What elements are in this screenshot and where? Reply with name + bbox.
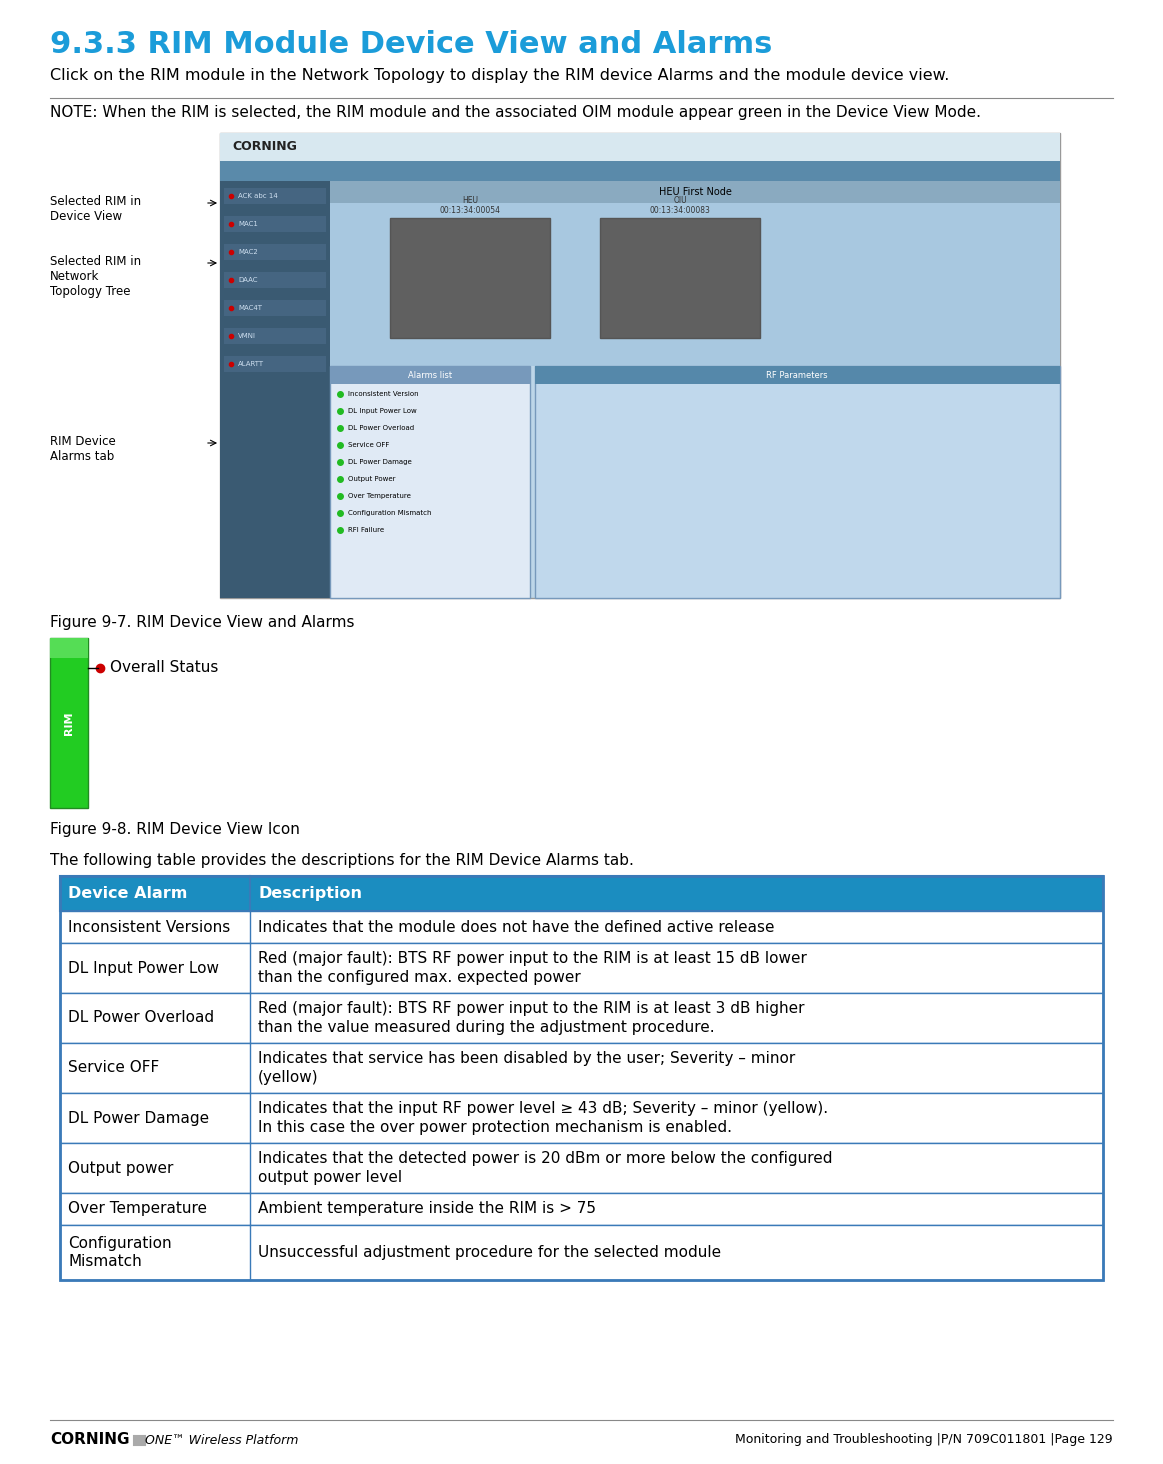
Text: HEU
00:13:34:00054: HEU 00:13:34:00054: [440, 196, 500, 215]
Bar: [224, 328, 326, 344]
Bar: [220, 133, 1059, 597]
Text: NOTE: When the RIM is selected, the RIM module and the associated OIM module app: NOTE: When the RIM is selected, the RIM …: [50, 105, 982, 120]
Text: Configuration
Mismatch: Configuration Mismatch: [67, 1236, 172, 1269]
Text: Figure 9-7. RIM Device View and Alarms: Figure 9-7. RIM Device View and Alarms: [50, 615, 355, 630]
Text: Indicates that the detected power is 20 dBm or more below the configured
output : Indicates that the detected power is 20 …: [258, 1151, 833, 1184]
Bar: [60, 911, 1103, 943]
Text: DL Power Overload: DL Power Overload: [67, 1010, 214, 1025]
Text: Click on the RIM module in the Network Topology to display the RIM device Alarms: Click on the RIM module in the Network T…: [50, 67, 949, 83]
Text: Over Temperature: Over Temperature: [348, 493, 411, 499]
Text: Indicates that the module does not have the defined active release: Indicates that the module does not have …: [258, 919, 775, 934]
Text: OIU
00:13:34:00083: OIU 00:13:34:00083: [650, 196, 711, 215]
Text: The following table provides the descriptions for the RIM Device Alarms tab.: The following table provides the descrip…: [50, 854, 634, 868]
Text: VMNI: VMNI: [238, 332, 256, 340]
Bar: [60, 993, 1103, 1042]
Text: Service OFF: Service OFF: [348, 442, 390, 448]
Text: Inconsistent Versions: Inconsistent Versions: [67, 919, 230, 934]
Bar: [330, 182, 1059, 203]
Bar: [220, 182, 330, 597]
Text: Red (major fault): BTS RF power input to the RIM is at least 15 dB lower
than th: Red (major fault): BTS RF power input to…: [258, 952, 807, 985]
Text: RIM Device
Alarms tab: RIM Device Alarms tab: [50, 435, 116, 463]
Bar: [390, 218, 550, 338]
Bar: [60, 1193, 1103, 1225]
Bar: [50, 638, 88, 808]
Bar: [60, 1042, 1103, 1094]
Text: DL Power Damage: DL Power Damage: [67, 1111, 209, 1126]
Bar: [60, 1143, 1103, 1193]
Text: DAAC: DAAC: [238, 277, 257, 283]
Text: Monitoring and Troubleshooting |P/N 709C011801 |Page 129: Monitoring and Troubleshooting |P/N 709C…: [735, 1433, 1113, 1446]
Text: Selected RIM in
Device View: Selected RIM in Device View: [50, 195, 141, 223]
Text: Service OFF: Service OFF: [67, 1060, 159, 1076]
Text: Output power: Output power: [67, 1161, 173, 1176]
Bar: [224, 217, 326, 231]
Bar: [60, 1225, 1103, 1280]
Bar: [220, 161, 1059, 182]
Bar: [330, 366, 530, 597]
Text: MAC4T: MAC4T: [238, 305, 262, 310]
Text: Overall Status: Overall Status: [110, 660, 219, 675]
Text: ALARTT: ALARTT: [238, 362, 264, 367]
Bar: [224, 187, 326, 203]
Bar: [224, 244, 326, 261]
Text: Inconsistent Version: Inconsistent Version: [348, 391, 419, 397]
Text: Description: Description: [258, 886, 362, 900]
Text: DL Power Overload: DL Power Overload: [348, 425, 414, 430]
Text: RF Parameters: RF Parameters: [766, 370, 828, 379]
Text: Indicates that service has been disabled by the user; Severity – minor
(yellow): Indicates that service has been disabled…: [258, 1051, 795, 1085]
Bar: [535, 366, 1059, 597]
Text: Output Power: Output Power: [348, 476, 395, 482]
Text: ACK abc 14: ACK abc 14: [238, 193, 278, 199]
Text: Device Alarm: Device Alarm: [67, 886, 187, 900]
Text: MAC1: MAC1: [238, 221, 258, 227]
Bar: [60, 875, 1103, 911]
Text: DL Power Damage: DL Power Damage: [348, 460, 412, 466]
Bar: [220, 133, 1059, 161]
Bar: [224, 300, 326, 316]
Text: 9.3.3 RIM Module Device View and Alarms: 9.3.3 RIM Module Device View and Alarms: [50, 29, 772, 59]
Bar: [60, 943, 1103, 993]
Text: Unsuccessful adjustment procedure for the selected module: Unsuccessful adjustment procedure for th…: [258, 1244, 721, 1261]
Text: Over Temperature: Over Temperature: [67, 1202, 207, 1217]
Bar: [330, 366, 530, 384]
Text: RIM: RIM: [64, 712, 74, 735]
Text: DL Input Power Low: DL Input Power Low: [348, 408, 416, 414]
Text: Ambient temperature inside the RIM is > 75: Ambient temperature inside the RIM is > …: [258, 1202, 595, 1217]
Bar: [60, 875, 1103, 1280]
Text: Figure 9-8. RIM Device View Icon: Figure 9-8. RIM Device View Icon: [50, 821, 300, 837]
Text: Alarms list: Alarms list: [408, 370, 452, 379]
Text: MAC2: MAC2: [238, 249, 258, 255]
Bar: [50, 638, 88, 657]
Text: CORNING: CORNING: [231, 141, 297, 154]
Bar: [600, 218, 759, 338]
Text: DL Input Power Low: DL Input Power Low: [67, 960, 219, 975]
Text: RFI Failure: RFI Failure: [348, 527, 384, 533]
Bar: [224, 272, 326, 288]
Text: CORNING: CORNING: [50, 1432, 129, 1448]
Text: Red (major fault): BTS RF power input to the RIM is at least 3 dB higher
than th: Red (major fault): BTS RF power input to…: [258, 1001, 805, 1035]
Text: Selected RIM in
Network
Topology Tree: Selected RIM in Network Topology Tree: [50, 255, 141, 299]
Text: Configuration Mismatch: Configuration Mismatch: [348, 509, 431, 515]
Bar: [60, 1094, 1103, 1143]
Text: HEU First Node: HEU First Node: [658, 187, 732, 198]
Text: Indicates that the input RF power level ≥ 43 dB; Severity – minor (yellow).
In t: Indicates that the input RF power level …: [258, 1101, 828, 1135]
Bar: [535, 366, 1059, 384]
Bar: [224, 356, 326, 372]
Bar: [330, 182, 1059, 366]
Text: ONE™ Wireless Platform: ONE™ Wireless Platform: [145, 1433, 299, 1446]
